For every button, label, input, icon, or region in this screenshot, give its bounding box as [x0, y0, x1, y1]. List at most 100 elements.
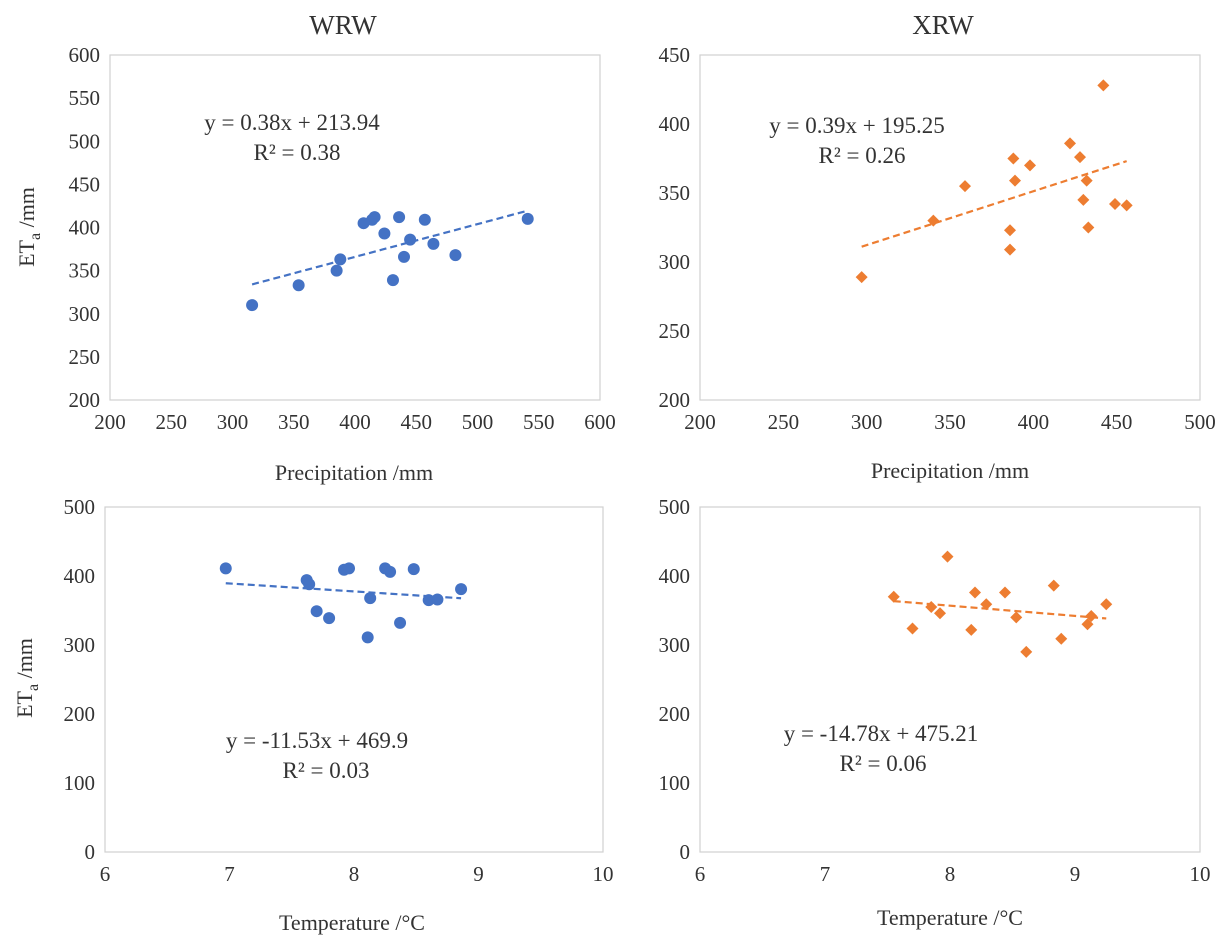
y-tick-label: 450: [659, 43, 691, 67]
y-tick-label: 500: [64, 495, 96, 519]
trendline: [225, 582, 462, 600]
data-point: [303, 578, 316, 591]
x-tick-label: 200: [684, 410, 716, 434]
data-point: [521, 212, 534, 225]
data-point: [418, 213, 431, 226]
y-tick-label: 200: [659, 702, 691, 726]
x-axis-label: Precipitation /mm: [871, 458, 1029, 483]
data-point: [407, 563, 420, 576]
plot-area: [104, 506, 604, 853]
data-point: [1120, 199, 1133, 212]
x-tick-label: 450: [1101, 410, 1133, 434]
x-tick-label: 300: [851, 410, 883, 434]
x-axis-label: Precipitation /mm: [275, 460, 433, 485]
data-point: [1080, 174, 1093, 187]
data-point: [1004, 224, 1016, 237]
x-tick-label: 6: [695, 862, 706, 886]
plot-area: [109, 54, 601, 401]
y-tick-label: 200: [659, 388, 691, 412]
data-point: [364, 592, 377, 605]
x-tick-label: 450: [401, 410, 433, 434]
y-tick-label: 400: [659, 112, 691, 136]
regression-equation: y = 0.38x + 213.94: [204, 110, 380, 135]
x-tick-label: 350: [934, 410, 966, 434]
y-tick-label: 450: [69, 172, 101, 196]
data-point: [1081, 618, 1094, 631]
data-point: [394, 616, 407, 629]
data-point: [887, 590, 900, 603]
data-point: [959, 180, 971, 193]
data-point: [310, 605, 323, 618]
data-point: [999, 586, 1011, 599]
trendline: [861, 160, 1128, 248]
regression-equation: y = -14.78x + 475.21: [784, 721, 979, 746]
r-squared: R² = 0.38: [254, 140, 341, 165]
data-point: [969, 586, 981, 599]
data-point: [455, 583, 468, 596]
column-title-xrw: XRW: [912, 10, 974, 40]
chart-panels: 200 250 300 350 400 450 500 550 6002002503003504…: [12, 43, 1216, 935]
data-point: [980, 598, 993, 611]
data-point: [427, 237, 440, 250]
data-point: [927, 214, 940, 227]
data-point: [1100, 598, 1113, 611]
y-tick-label: 250: [69, 345, 101, 369]
y-tick-label: 550: [69, 86, 101, 110]
y-tick-label: 200: [69, 388, 101, 412]
y-axis-label: ETa /mm: [14, 187, 44, 267]
y-tick-label: 300: [69, 302, 101, 326]
data-point: [1077, 193, 1090, 206]
data-point: [330, 264, 343, 277]
x-tick-label: 300: [217, 410, 249, 434]
x-tick-label: 7: [820, 862, 831, 886]
x-tick-label: 350: [278, 410, 310, 434]
y-tick-label: 0: [680, 840, 691, 864]
trendline: [251, 209, 527, 286]
data-point: [386, 274, 399, 287]
data-point: [431, 593, 444, 606]
r-squared: R² = 0.26: [819, 143, 906, 168]
y-tick-label: 100: [659, 771, 691, 795]
plot-area: [699, 506, 1201, 853]
x-tick-label: 8: [945, 862, 956, 886]
y-tick-label: 500: [69, 129, 101, 153]
trendline: [893, 600, 1107, 620]
x-tick-label: 8: [349, 862, 360, 886]
data-point: [1020, 645, 1033, 658]
x-axis-label: Temperature /°C: [279, 910, 425, 935]
data-point: [925, 601, 938, 614]
x-tick-label: 200: [94, 410, 126, 434]
y-tick-label: 400: [659, 564, 691, 588]
x-axis-label: Temperature /°C: [877, 905, 1023, 930]
y-tick-label: 0: [85, 840, 96, 864]
y-tick-label: 400: [69, 216, 101, 240]
data-point: [393, 211, 406, 224]
x-tick-label: 600: [584, 410, 616, 434]
data-point: [1097, 79, 1110, 92]
data-point: [404, 233, 417, 246]
data-point: [1085, 610, 1098, 623]
data-point: [1109, 198, 1121, 211]
data-point: [368, 211, 381, 224]
data-point: [906, 622, 919, 635]
y-tick-label: 400: [64, 564, 96, 588]
data-point: [334, 253, 347, 266]
x-tick-label: 550: [523, 410, 555, 434]
x-tick-label: 7: [224, 862, 235, 886]
data-point: [292, 279, 305, 292]
plot-area: [699, 54, 1201, 401]
data-point: [1082, 221, 1095, 234]
data-point: [384, 565, 397, 578]
data-point: [246, 299, 259, 312]
x-tick-label: 10: [1190, 862, 1211, 886]
regression-equation: y = 0.39x + 195.25: [769, 113, 944, 138]
data-point: [934, 607, 946, 620]
x-tick-label: 400: [1018, 410, 1050, 434]
data-point: [323, 612, 336, 625]
data-point: [1007, 152, 1020, 165]
y-tick-label: 200: [64, 702, 96, 726]
x-tick-label: 400: [339, 410, 371, 434]
data-point: [1055, 632, 1068, 645]
